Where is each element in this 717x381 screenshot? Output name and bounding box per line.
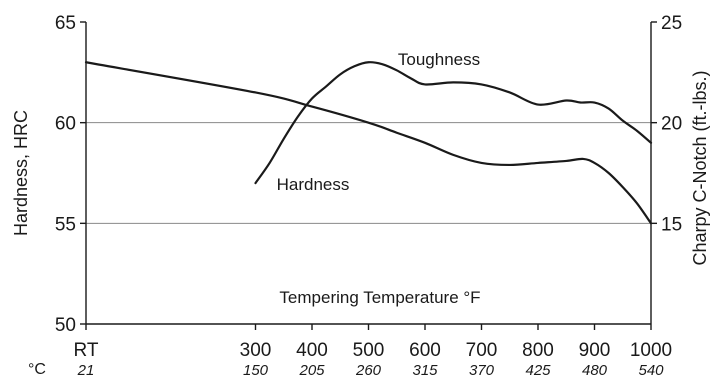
grid-layer [86,122,651,224]
x-tick-label-1000: 1000 [630,340,672,361]
axis-layer [85,22,652,325]
x-tick-label-RT: RT [74,340,99,361]
left-tick-label-55: 55 [55,214,76,235]
left-tick-label-65: 65 [55,13,76,34]
x-tick-label-400: 400 [296,340,328,361]
celsius-tick-label-315: 315 [412,362,438,379]
celsius-tick-label-540: 540 [638,362,664,379]
x-tick-label-600: 600 [409,340,441,361]
celsius-tick-label-425: 425 [525,362,551,379]
celsius-tick-label-370: 370 [469,362,495,379]
right-tick-layer: 15 20 25 [651,13,682,235]
left-axis-title: Hardness, HRC [11,110,31,236]
right-tick-label-15: 15 [661,214,682,235]
toughness-series-label: Toughness [398,50,480,69]
celsius-tick-label-480: 480 [582,362,608,379]
series-layer [84,61,653,225]
x-tick-label-700: 700 [466,340,498,361]
right-tick-label-20: 20 [661,114,682,135]
right-tick-label-25: 25 [661,13,682,34]
x-tick-label-800: 800 [522,340,554,361]
x-tick-label-500: 500 [353,340,385,361]
left-tick-layer: 50 55 60 65 [55,13,86,336]
x-axis-title: Tempering Temperature °F [279,288,480,307]
x-tick-label-900: 900 [579,340,611,361]
x-tick-label-300: 300 [240,340,272,361]
left-tick-label-50: 50 [55,315,76,336]
toughness-line [254,61,653,185]
hardness-series-label: Hardness [277,175,350,194]
hardness-line [84,61,653,225]
right-axis-title: Charpy C-Notch (ft.-lbs.) [690,70,710,265]
celsius-tick-label-205: 205 [298,362,325,379]
celsius-tick-label-21: 21 [77,362,95,379]
left-tick-label-60: 60 [55,114,76,135]
celsius-tick-label-260: 260 [355,362,382,379]
celsius-tick-label-150: 150 [243,362,269,379]
celsius-unit-label: °C [28,361,46,378]
